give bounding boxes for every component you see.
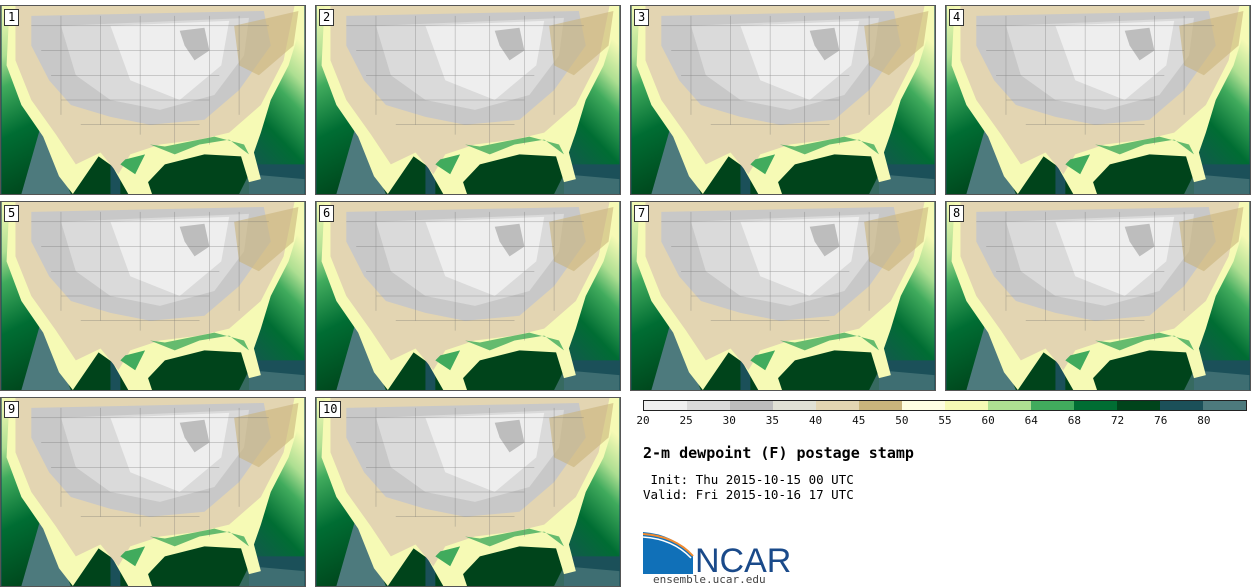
colorbar-tick-label: 76 — [1154, 414, 1168, 427]
member-number-label: 10 — [319, 401, 342, 418]
dewpoint-map — [1, 6, 305, 194]
dewpoint-map — [946, 6, 1250, 194]
member-map-panel: 6 — [315, 201, 621, 391]
colorbar-bin — [1203, 401, 1246, 410]
dewpoint-map — [946, 202, 1250, 390]
dewpoint-map — [316, 398, 620, 586]
colorbar-tick-label: 55 — [938, 414, 952, 427]
colorbar — [643, 400, 1247, 411]
colorbar-bin — [730, 401, 773, 410]
member-number-label: 6 — [319, 205, 335, 222]
member-map-panel: 5 — [0, 201, 306, 391]
member-number-label: 9 — [4, 401, 20, 418]
member-number-label: 4 — [949, 9, 965, 26]
colorbar-tick-label: 40 — [808, 414, 823, 427]
colorbar-bin — [945, 401, 988, 410]
colorbar-tick-label: 50 — [895, 414, 909, 427]
member-map-panel: 2 — [315, 5, 621, 195]
ncar-logo: NCAR — [643, 532, 791, 574]
member-map-panel: 7 — [630, 201, 936, 391]
colorbar-bin — [644, 401, 687, 410]
dewpoint-map — [1, 398, 305, 586]
colorbar-bin — [773, 401, 816, 410]
colorbar-bin — [902, 401, 945, 410]
colorbar-bin — [1031, 401, 1074, 410]
colorbar-tick-label: 80 — [1197, 414, 1211, 427]
colorbar-bin — [1074, 401, 1117, 410]
colorbar-tick-label: 25 — [679, 414, 693, 427]
colorbar-tick-label: 72 — [1110, 414, 1125, 427]
member-number-label: 2 — [319, 9, 335, 26]
member-map-panel: 4 — [945, 5, 1251, 195]
colorbar-bin — [816, 401, 859, 410]
dewpoint-map — [316, 202, 620, 390]
colorbar-tick-label: 64 — [1024, 414, 1038, 427]
svg-text:NCAR: NCAR — [695, 542, 791, 574]
colorbar-tick-label: 68 — [1067, 414, 1082, 427]
member-map-panel: 3 — [630, 5, 936, 195]
colorbar-tick-label: 30 — [722, 414, 736, 427]
member-number-label: 1 — [4, 9, 20, 26]
dewpoint-map — [631, 202, 935, 390]
colorbar-tick-label: 60 — [981, 414, 995, 427]
valid-time: Valid: Fri 2015-10-16 17 UTC — [643, 487, 854, 502]
dewpoint-map — [1, 202, 305, 390]
member-number-label: 8 — [949, 205, 965, 222]
colorbar-bin — [988, 401, 1031, 410]
colorbar-tick-label: 45 — [852, 414, 866, 427]
member-map-panel: 8 — [945, 201, 1251, 391]
member-number-label: 5 — [4, 205, 20, 222]
colorbar-bin — [1117, 401, 1160, 410]
member-map-panel: 9 — [0, 397, 306, 587]
member-number-label: 3 — [634, 9, 650, 26]
init-time: Init: Thu 2015-10-15 00 UTC — [643, 472, 854, 487]
member-map-panel: 1 — [0, 5, 306, 195]
colorbar-bin — [1160, 401, 1203, 410]
colorbar-tick-label: 35 — [765, 414, 780, 427]
ensemble-url: ensemble.ucar.edu — [653, 573, 766, 586]
colorbar-bin — [687, 401, 730, 410]
colorbar-tick-label: 20 — [636, 414, 650, 427]
member-number-label: 7 — [634, 205, 650, 222]
member-map-panel: 10 — [315, 397, 621, 587]
dewpoint-map — [316, 6, 620, 194]
chart-title: 2-m dewpoint (F) postage stamp — [643, 444, 914, 462]
dewpoint-map — [631, 6, 935, 194]
colorbar-bin — [859, 401, 902, 410]
